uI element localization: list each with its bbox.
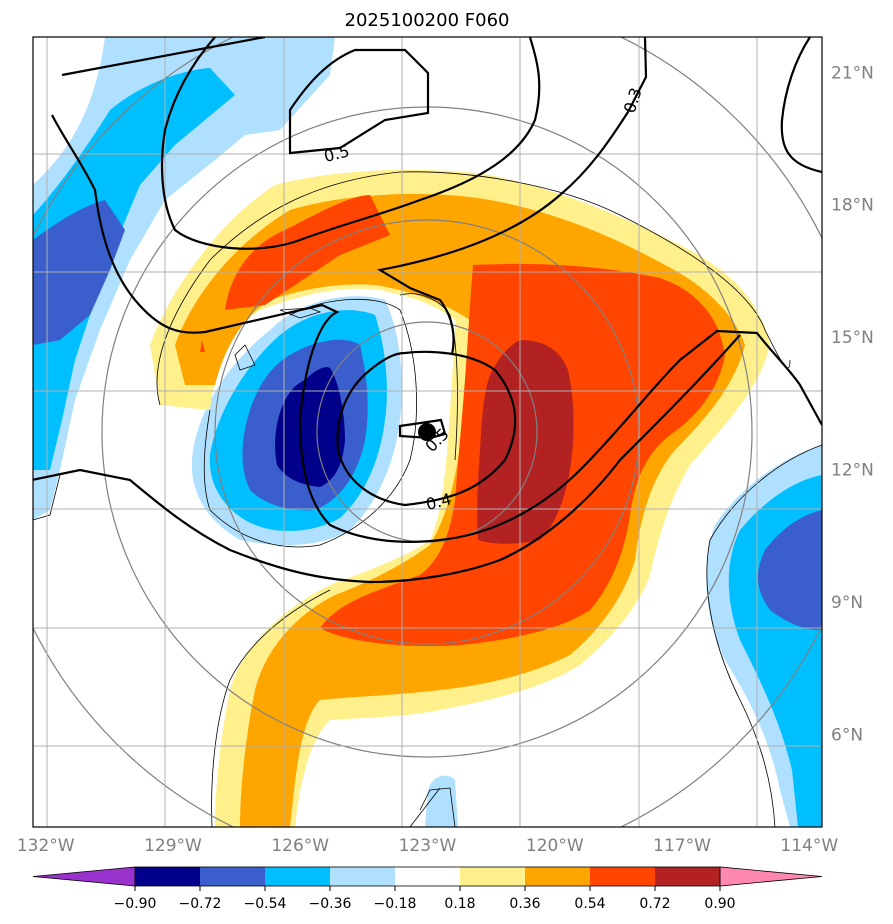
colorbar-tick-label: −0.36 xyxy=(309,896,352,912)
colorbar-frame xyxy=(134,866,721,887)
x-tick-label: 120°W xyxy=(526,836,584,856)
colorbar-box xyxy=(135,867,200,886)
colorbar-tick-label: −0.90 xyxy=(114,896,157,912)
colorbar-box xyxy=(655,867,720,886)
y-tick-label: 6°N xyxy=(831,725,863,745)
colorbar: −0.90 −0.72 −0.54 −0.36 −0.18 0.18 0.36 0.54 0.7… xyxy=(32,866,823,912)
x-tick-label: 114°W xyxy=(780,836,838,856)
storm-center-marker xyxy=(418,423,436,441)
y-tick-label: 21°N xyxy=(831,63,874,83)
colorbar-tick-label: −0.54 xyxy=(244,896,287,912)
map-frame xyxy=(32,36,823,828)
colorbar-box xyxy=(395,867,460,886)
colorbar-tick-label: 0.36 xyxy=(509,896,540,912)
x-tick-label: 129°W xyxy=(144,836,202,856)
y-tick-label: 12°N xyxy=(831,461,874,481)
colorbar-tick-label: 0.72 xyxy=(639,896,670,912)
colorbar-box xyxy=(265,867,330,886)
y-tick-label: 18°N xyxy=(831,196,874,216)
thick-contours xyxy=(33,37,822,584)
colorbar-box xyxy=(590,867,655,886)
colorbar-box xyxy=(200,867,265,886)
colorbar-tick-label: 0.54 xyxy=(574,896,605,912)
map-area: 0.5 0.3 0.5 0.4 xyxy=(33,37,822,827)
x-tick-label: 117°W xyxy=(653,836,711,856)
y-tick-label: 9°N xyxy=(831,593,863,613)
x-axis-ticks: 132°W 129°W 126°W 123°W 120°W 117°W 114°W xyxy=(17,836,838,856)
x-tick-label: 123°W xyxy=(399,836,457,856)
filled-contour-navy xyxy=(275,367,345,487)
x-tick-label: 126°W xyxy=(271,836,329,856)
colorbar-box xyxy=(525,867,590,886)
x-tick-label: 132°W xyxy=(17,836,75,856)
y-tick-label: 15°N xyxy=(831,328,874,348)
y-axis-ticks: 21°N 18°N 15°N 12°N 9°N 6°N xyxy=(831,63,874,745)
colorbar-extend-low xyxy=(32,866,136,887)
colorbar-tick-label: 0.18 xyxy=(444,896,475,912)
colorbar-box xyxy=(330,867,395,886)
colorbar-extend-high xyxy=(719,866,823,887)
chart-title: 2025100200 F060 xyxy=(345,10,510,31)
gridlines xyxy=(33,37,822,827)
colorbar-box xyxy=(460,867,525,886)
colorbar-tick-label: −0.18 xyxy=(374,896,417,912)
colorbar-tick-label: 0.90 xyxy=(704,896,735,912)
colorbar-tick-label: −0.72 xyxy=(179,896,222,912)
